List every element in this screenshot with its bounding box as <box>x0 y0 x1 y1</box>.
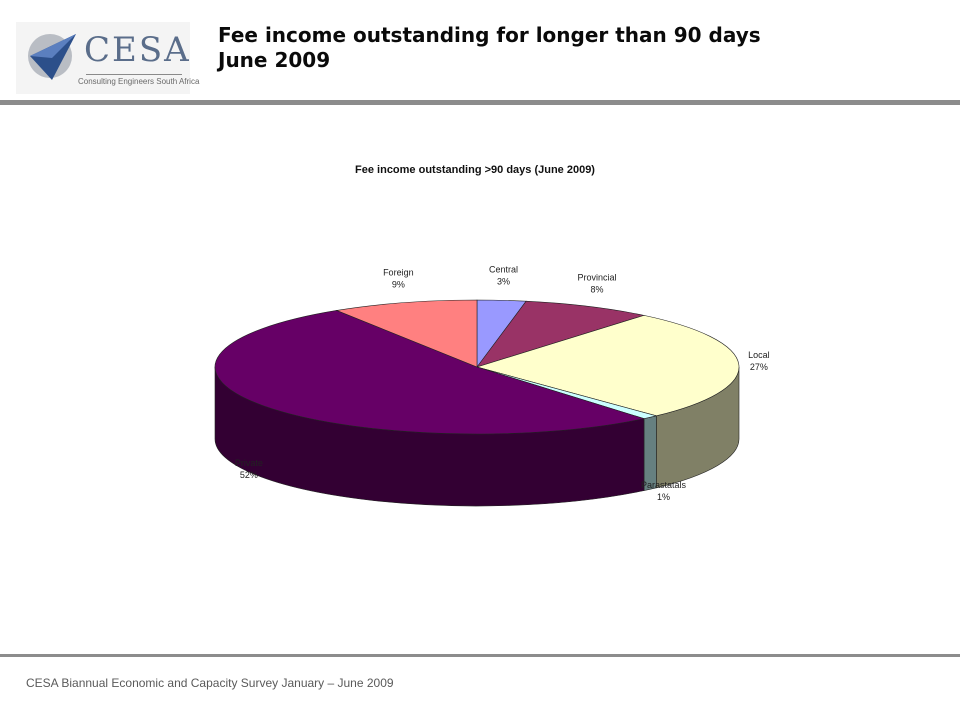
slice-value-local: 27% <box>750 362 768 372</box>
slice-label-provincial: Provincial <box>578 272 617 282</box>
slice-value-provincial: 8% <box>591 284 604 294</box>
header-divider <box>0 100 960 105</box>
cesa-logo: CESA Consulting Engineers South Africa <box>16 22 199 94</box>
slice-label-private: Private <box>235 458 263 468</box>
pie-labels: Central 3% Provincial 8% Local 27% Parastatals… <box>235 264 770 502</box>
pie-slice-provincial <box>476 300 646 368</box>
slide-title-line-1: Fee income outstanding for longer than 9… <box>218 23 761 47</box>
pie-slice-foreign <box>335 299 478 368</box>
slice-value-parastatals: 1% <box>657 492 670 502</box>
slice-label-local: Local <box>748 350 770 360</box>
slide-title-line-2: June 2009 <box>218 48 331 72</box>
slice-label-central: Central <box>489 264 518 274</box>
slice-value-private: 52% <box>240 470 258 480</box>
logo-wordmark: CESA <box>84 30 191 70</box>
chart-title: Fee income outstanding >90 days (June 20… <box>355 164 595 176</box>
slice-value-foreign: 9% <box>392 280 405 290</box>
cesa-logo-mark-icon <box>28 34 76 80</box>
slide-title: Fee income outstanding for longer than 9… <box>218 23 761 73</box>
footer-text: CESA Biannual Economic and Capacity Surv… <box>26 676 394 690</box>
logo-divider <box>86 74 182 75</box>
pie-tops <box>214 299 740 435</box>
slice-label-parastatals: Parastatals <box>641 480 687 490</box>
logo-tagline: Consulting Engineers South Africa <box>78 77 200 86</box>
slice-value-central: 3% <box>497 276 510 286</box>
footer-divider <box>0 654 960 657</box>
slice-label-foreign: Foreign <box>383 268 414 278</box>
pie-slice-local <box>475 315 740 417</box>
pie-slice-private <box>214 310 646 435</box>
